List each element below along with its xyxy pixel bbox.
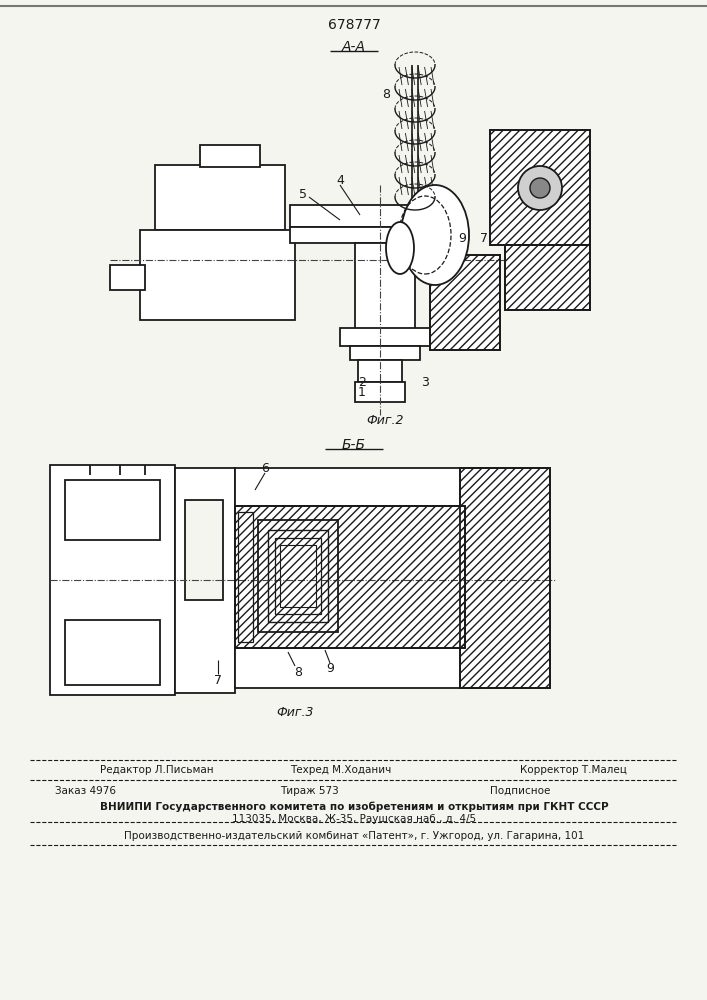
Text: Производственно-издательский комбинат «Патент», г. Ужгород, ул. Гагарина, 101: Производственно-издательский комбинат «П…: [124, 831, 584, 841]
Bar: [505, 245, 590, 310]
Text: 2: 2: [358, 375, 366, 388]
Bar: [50, 465, 175, 695]
Ellipse shape: [401, 185, 469, 285]
Text: 6: 6: [261, 462, 269, 475]
Bar: [258, 520, 338, 632]
Bar: [505, 245, 590, 310]
Text: 113035, Москва, Ж-35, Раушская наб., д. 4/5: 113035, Москва, Ж-35, Раушская наб., д. …: [232, 814, 476, 824]
Text: 7: 7: [480, 232, 488, 244]
Text: 1: 1: [358, 385, 366, 398]
Text: 9: 9: [458, 232, 466, 244]
Bar: [65, 480, 160, 540]
Bar: [350, 346, 420, 360]
Circle shape: [518, 166, 562, 210]
Bar: [490, 130, 590, 245]
Ellipse shape: [386, 222, 414, 274]
Text: Б-Б: Б-Б: [342, 438, 366, 452]
Bar: [268, 530, 328, 622]
Text: ВНИИПИ Государственного комитета по изобретениям и открытиям при ГКНТ СССР: ВНИИПИ Государственного комитета по изоб…: [100, 802, 608, 812]
Text: 4: 4: [336, 174, 344, 186]
Bar: [490, 130, 590, 245]
Bar: [235, 506, 465, 648]
Text: 8: 8: [294, 666, 302, 678]
Text: Тираж 573: Тираж 573: [280, 786, 339, 796]
Bar: [460, 468, 550, 688]
Bar: [155, 165, 285, 230]
Bar: [175, 468, 235, 693]
Text: Редактор Л.Письман: Редактор Л.Письман: [100, 765, 214, 775]
Text: 7: 7: [214, 674, 222, 686]
Text: Заказ 4976: Заказ 4976: [55, 786, 116, 796]
Bar: [290, 205, 435, 227]
Bar: [358, 360, 402, 382]
Text: Корректор Т.Малец: Корректор Т.Малец: [520, 765, 627, 775]
Bar: [340, 328, 430, 346]
Bar: [110, 265, 145, 290]
Bar: [235, 468, 485, 506]
Text: Подписное: Подписное: [490, 786, 550, 796]
Bar: [235, 648, 485, 688]
Bar: [140, 230, 295, 320]
Bar: [355, 382, 405, 402]
Bar: [65, 620, 160, 685]
Text: 5: 5: [299, 188, 307, 202]
Text: 678777: 678777: [327, 18, 380, 32]
Bar: [430, 255, 500, 350]
Text: 8: 8: [382, 89, 390, 102]
Bar: [200, 145, 260, 167]
Text: 3: 3: [421, 375, 429, 388]
Text: Фиг.2: Фиг.2: [366, 414, 404, 426]
Bar: [235, 506, 465, 648]
Bar: [275, 538, 321, 614]
Circle shape: [530, 178, 550, 198]
Text: А-А: А-А: [342, 40, 366, 54]
Text: 9: 9: [326, 662, 334, 674]
Bar: [460, 468, 550, 688]
Bar: [430, 255, 500, 350]
Bar: [290, 227, 435, 243]
Bar: [280, 545, 316, 607]
Text: Техред М.Ходанич: Техред М.Ходанич: [290, 765, 391, 775]
Bar: [355, 243, 415, 338]
Bar: [185, 500, 223, 600]
Text: Фиг.3: Фиг.3: [276, 706, 314, 718]
Bar: [238, 512, 253, 642]
